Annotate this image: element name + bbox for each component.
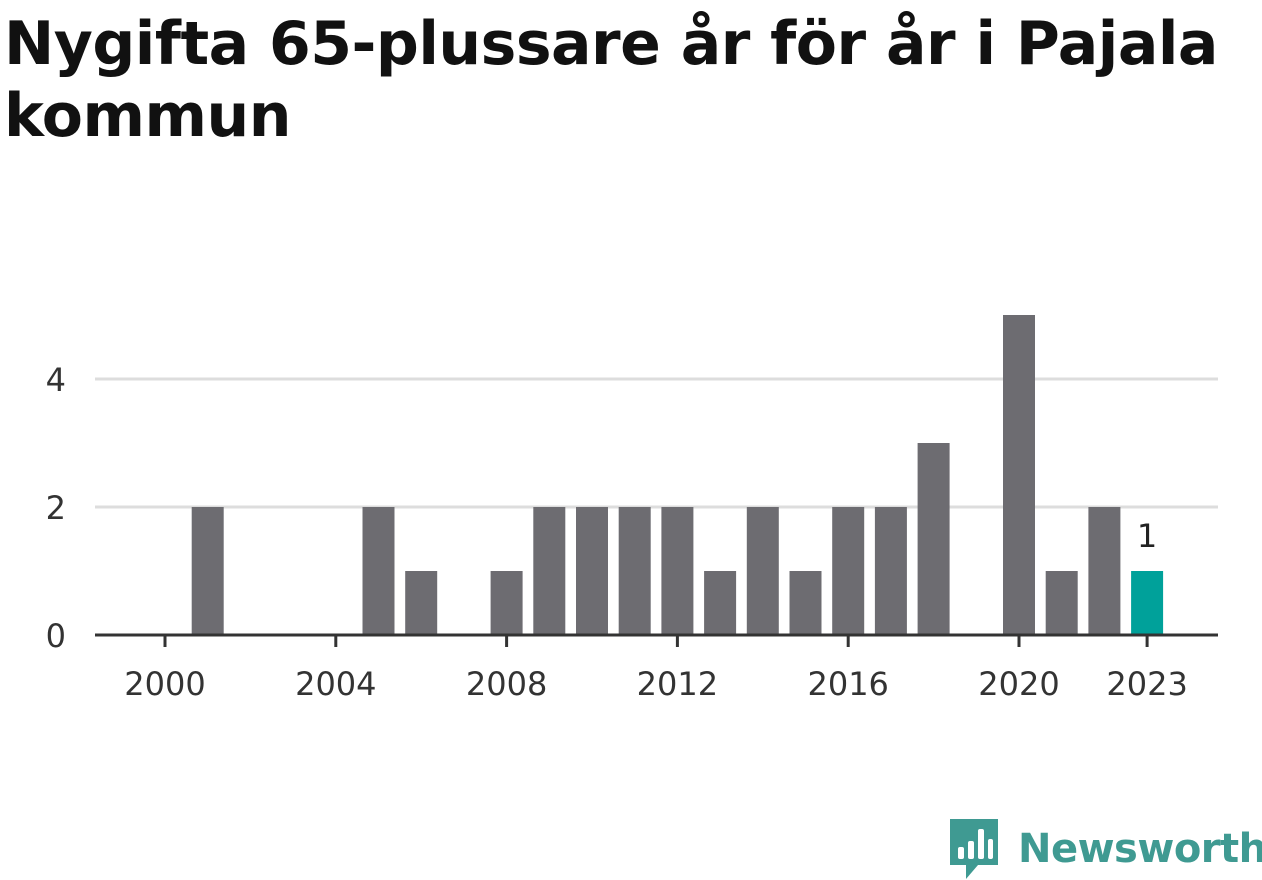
bar-2008 <box>490 571 523 635</box>
bar-2012 <box>661 507 694 635</box>
newsworthy-logo: Newsworthy <box>950 818 1262 880</box>
bar-2001 <box>191 507 224 635</box>
bar-2021 <box>1045 571 1078 635</box>
y-tick-label: 0 <box>46 617 66 655</box>
data-labels: 1 <box>1137 517 1157 555</box>
bars <box>191 315 1164 635</box>
data-label-2023: 1 <box>1137 517 1157 555</box>
bar-2018 <box>917 443 950 635</box>
x-tick-label: 2023 <box>1106 665 1187 703</box>
bar-2017 <box>874 507 907 635</box>
x-tick-label: 2016 <box>807 665 888 703</box>
bar-2023 <box>1131 571 1164 635</box>
x-tick-label: 2020 <box>978 665 1059 703</box>
y-tick-label: 4 <box>46 361 66 399</box>
bar-2015 <box>789 571 822 635</box>
bar-2006 <box>405 571 438 635</box>
bar-2011 <box>618 507 651 635</box>
bar-2014 <box>746 507 779 635</box>
bar-2022 <box>1088 507 1121 635</box>
x-tick-label: 2004 <box>295 665 376 703</box>
x-tick-labels: 2000 2004 2008 2012 2016 2020 2023 <box>124 665 1188 703</box>
x-tick-label: 2000 <box>124 665 205 703</box>
bar-2005 <box>362 507 395 635</box>
x-axis <box>95 633 1218 647</box>
y-tick-label: 2 <box>46 489 66 527</box>
x-tick-label: 2008 <box>466 665 547 703</box>
brand-name: Newsworthy <box>1018 826 1262 872</box>
bar-2010 <box>576 507 608 635</box>
bar-2013 <box>704 571 737 635</box>
newsworthy-logo-icon <box>950 819 998 879</box>
chart-title: Nygifta 65-plussare år för år i Pajala k… <box>4 9 1218 151</box>
x-tick-label: 2012 <box>637 665 718 703</box>
y-tick-labels: 0 2 4 <box>46 361 66 655</box>
bar-2009 <box>533 507 566 635</box>
bar-2020 <box>1003 315 1035 635</box>
gridlines <box>95 377 1218 509</box>
bar-2016 <box>832 507 865 635</box>
